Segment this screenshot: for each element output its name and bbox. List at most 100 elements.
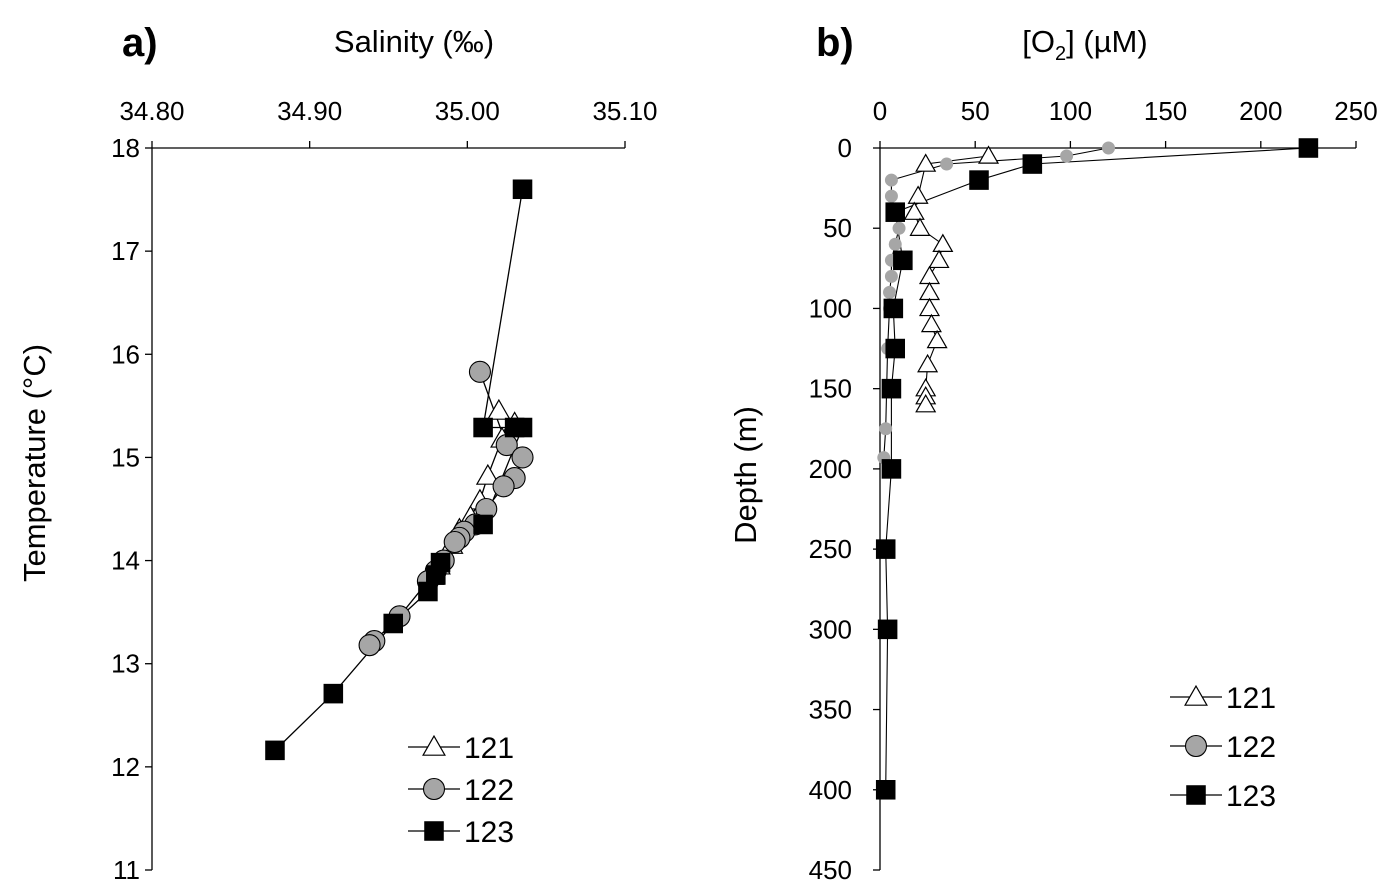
panel-b-y-tick-label: 250 [809,534,852,564]
panel-a: a) Salinity (‰) Temperature (°C) 34.80 34… [17,21,658,885]
panel-b-series-123-point [877,619,898,640]
panel-b-series-122-point [1101,141,1115,155]
panel-b-series-122-point [892,221,906,235]
panel-a-series-122-point [511,446,534,469]
panel-b-series-121-point [918,265,941,285]
panel-a-x-tick-label: 34.90 [277,96,342,126]
panel-b-axes: 0 50 100 150 200 250 0 50 100 150 200 250 300 350 400 4… [809,96,1378,885]
panel-a-series-123-point [512,417,533,438]
panel-b-y-axis-title: Depth (m) [728,406,763,544]
panel-a-markers [265,179,534,761]
panel-a-series-123-point [323,683,344,704]
panel-a-legend-marker-123 [424,821,444,841]
panel-b-series-123-point [883,298,904,319]
panel-a-axes: 34.80 34.90 35.00 35.10 11 12 13 14 15 16 17 18 [111,96,657,885]
panel-b-y-tick-label: 50 [823,213,852,243]
panel-b-y-tick-label: 300 [809,614,852,644]
panel-b-series-122-point [888,237,902,251]
panel-b-series-121-point [915,153,937,172]
panel-b-series-121-point [903,201,925,220]
panel-a-y-tick-label: 16 [111,339,140,369]
panel-a-legend-label: 122 [464,774,514,807]
panel-b-x-axis-title-tail: ] (µM) [1066,24,1148,59]
panel-b-y-tick-label: 400 [809,775,852,805]
panel-a-label: a) [122,21,158,65]
panel-b-legend-marker-123 [1186,785,1206,805]
panel-b: b) [O2] (µM) Depth (m) 0 50 100 150 200 250 0 5… [728,21,1378,885]
panel-a-y-axis-title: Temperature (°C) [17,344,52,582]
panel-a-series-122-point [358,634,381,657]
panel-a-legend-marker-122 [422,777,446,801]
panel-a-series-121-point [475,463,500,485]
panel-b-x-axis-title-subscript: 2 [1055,43,1066,65]
panel-a-x-axis-title: Salinity (‰) [334,24,494,59]
panel-b-y-tick-label: 150 [809,374,852,404]
panel-a-series-122-point [443,530,466,554]
panel-a-series-123-point [265,740,285,761]
panel-b-x-tick-label: 50 [961,96,990,126]
panel-b-legend-label: 121 [1226,682,1276,715]
panel-b-series-121-point [909,217,931,236]
panel-b-y-tick-label: 100 [809,293,852,323]
panel-a-series-123-point [473,514,493,535]
panel-b-series-121-point [932,233,954,252]
panel-b-series-123-point [1298,138,1319,158]
panel-b-series-121-point [977,145,1000,164]
panel-b-x-tick-label: 250 [1334,96,1377,126]
panel-b-x-tick-label: 0 [873,96,887,126]
panel-b-series-121-point [928,249,950,269]
panel-b-series-122-point [884,173,898,187]
panel-b-series-123-point [1022,154,1043,174]
panel-b-series-121-point [920,313,942,333]
panel-a-y-tick-label: 12 [111,752,140,782]
panel-b-y-tick-label: 450 [809,855,852,885]
panel-b-series-121-point [918,297,941,317]
panel-a-legend-label: 123 [464,816,514,849]
panel-a-series-121-point [486,398,511,420]
panel-a-y-tick-label: 14 [111,546,140,576]
panel-a-x-tick-label: 34.80 [119,96,184,126]
panel-a-y-tick-label: 15 [111,442,140,472]
panel-a-series-122-point [468,360,491,383]
panel-b-series-122-point [879,422,893,436]
panel-b-series-121-point [907,185,929,204]
panel-a-series-122-point [492,475,515,498]
panel-a-y-tick-label: 13 [111,649,140,679]
panel-a-x-tick-label: 35.00 [435,96,500,126]
panel-b-legend-label: 123 [1226,780,1276,813]
panel-b-series-122-point [884,189,898,203]
panel-a-x-tick-label: 35.10 [592,96,657,126]
panel-b-series-121-point [917,353,939,373]
panel-a-series-123-point [473,417,493,438]
panel-b-series-122-point [884,269,898,283]
panel-b-y-tick-label: 0 [838,133,852,163]
panel-a-series-123-point [383,613,404,634]
panel-b-series-123-point [881,378,902,399]
panel-b-x-tick-label: 100 [1049,96,1092,126]
panel-b-label: b) [816,21,854,65]
panel-b-x-axis-title-main: [O [1022,24,1055,59]
panel-b-y-tick-label: 200 [809,454,852,484]
panel-a-y-tick-label: 17 [111,236,140,266]
panel-b-markers [875,138,1319,800]
panel-a-legend: 121 122 123 [408,732,514,849]
panel-a-series-123-point [426,565,446,585]
panel-b-legend-label: 122 [1226,731,1276,764]
panel-b-y-tick-label: 350 [809,695,852,725]
panel-b-legend-marker-121 [1184,684,1208,706]
panel-b-x-tick-label: 200 [1239,96,1282,126]
panel-b-legend-marker-122 [1184,734,1208,758]
panel-b-series-123-point [875,539,896,559]
panel-b-series-123-point [969,170,989,190]
panel-a-legend-marker-121 [422,734,446,756]
panel-b-x-tick-label: 150 [1144,96,1187,126]
panel-b-series-122-point [1060,149,1074,163]
panel-b-x-axis-title: [O2] (µM) [1022,24,1147,65]
panel-b-series-123-point [885,338,906,359]
panel-a-series-123-point [418,581,438,602]
panel-b-series-123-point [885,202,906,222]
panel-a-y-tick-label: 11 [113,855,140,885]
panel-b-series-121-point [915,394,937,413]
panel-b-series-121-point [918,281,941,301]
